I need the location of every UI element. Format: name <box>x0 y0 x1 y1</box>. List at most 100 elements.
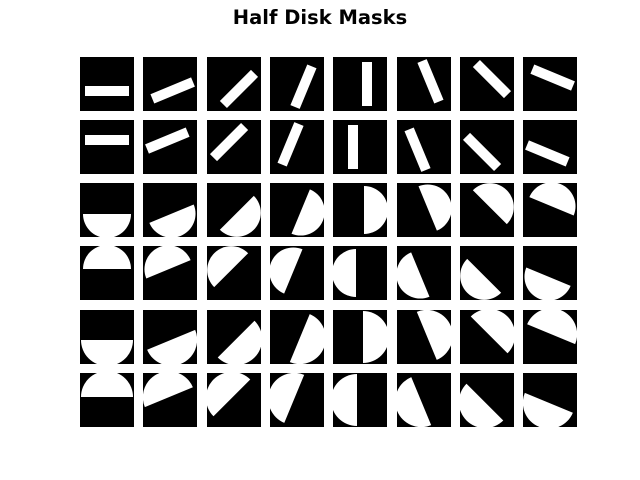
half-disk-mask <box>333 249 356 297</box>
half-disk-mask <box>472 59 512 99</box>
mask-cell-r1-c7 <box>460 57 514 111</box>
half-disk-mask <box>460 383 504 427</box>
mask-cell-r2-c6 <box>397 120 451 174</box>
half-disk-mask <box>416 310 451 360</box>
mask-cell-r5-c6 <box>397 310 451 364</box>
mask-cell-r3-c5 <box>333 183 387 237</box>
mask-cell-r5-c3 <box>207 310 261 364</box>
mask-cell-r5-c2 <box>143 310 197 364</box>
mask-cell-r3-c1 <box>80 183 134 237</box>
half-disk-mask <box>530 64 575 91</box>
mask-cell-r1-c3 <box>207 57 261 111</box>
mask-background <box>460 120 514 174</box>
half-disk-mask <box>527 310 577 345</box>
half-disk-mask <box>418 184 451 231</box>
mask-cell-r6-c5 <box>333 373 387 427</box>
mask-cell-r4-c2 <box>143 246 197 300</box>
mask-cell-r4-c7 <box>460 246 514 300</box>
half-disk-mask <box>417 59 444 104</box>
mask-cell-r2-c1 <box>80 120 134 174</box>
half-disk-mask <box>85 86 129 96</box>
mask-cell-r2-c4 <box>270 120 324 174</box>
half-disk-mask <box>81 373 133 397</box>
mask-cell-r4-c5 <box>333 246 387 300</box>
half-disk-mask <box>147 329 197 364</box>
half-disk-mask <box>150 77 195 104</box>
mask-cell-r4-c8 <box>523 246 577 300</box>
half-disk-mask <box>524 267 571 300</box>
half-disk-mask <box>219 69 259 109</box>
half-disk-mask <box>289 314 324 364</box>
half-disk-mask <box>397 377 432 427</box>
mask-cell-r2-c8 <box>523 120 577 174</box>
mask-cell-r2-c2 <box>143 120 197 174</box>
mask-cell-r1-c2 <box>143 57 197 111</box>
half-disk-mask <box>462 132 502 172</box>
half-disk-mask <box>207 246 249 288</box>
mask-cell-r1-c6 <box>397 57 451 111</box>
mask-background <box>80 57 134 111</box>
mask-cell-r6-c8 <box>523 373 577 427</box>
figure-title: Half Disk Masks <box>232 6 408 29</box>
half-disk-mask <box>144 246 191 279</box>
mask-cell-r4-c6 <box>397 246 451 300</box>
half-disk-mask <box>363 311 387 363</box>
half-disk-mask <box>362 62 372 106</box>
mask-cell-r4-c3 <box>207 246 261 300</box>
mask-cell-r3-c8 <box>523 183 577 237</box>
mask-cell-r3-c6 <box>397 183 451 237</box>
half-disk-mask <box>143 373 193 408</box>
mask-cell-r6-c4 <box>270 373 324 427</box>
half-disk-mask <box>83 214 131 237</box>
half-disk-mask <box>217 320 261 364</box>
mask-cell-r3-c4 <box>270 183 324 237</box>
half-disk-mask <box>348 125 358 169</box>
mask-cell-r4-c1 <box>80 246 134 300</box>
mask-cell-r4-c4 <box>270 246 324 300</box>
mask-background <box>333 120 387 174</box>
half-disk-mask <box>529 183 576 216</box>
mask-cell-r6-c7 <box>460 373 514 427</box>
mask-cell-r1-c1 <box>80 57 134 111</box>
half-disk-mask <box>270 247 303 294</box>
half-disk-mask <box>83 246 131 269</box>
mask-background <box>333 57 387 111</box>
mask-cell-r2-c5 <box>333 120 387 174</box>
mask-background <box>207 120 261 174</box>
half-disk-mask <box>460 258 502 300</box>
mask-cell-r5-c7 <box>460 310 514 364</box>
mask-cell-r2-c3 <box>207 120 261 174</box>
half-disk-mask <box>270 373 305 423</box>
half-disk-mask <box>472 183 514 225</box>
half-disk-mask <box>277 122 304 167</box>
mask-cell-r5-c5 <box>333 310 387 364</box>
mask-cell-r5-c4 <box>270 310 324 364</box>
half-disk-mask <box>81 340 133 364</box>
mask-cell-r6-c3 <box>207 373 261 427</box>
half-disk-mask <box>85 135 129 145</box>
half-disk-mask <box>404 127 431 172</box>
half-disk-mask <box>470 310 514 354</box>
mask-cell-r3-c3 <box>207 183 261 237</box>
half-disk-mask <box>525 140 570 167</box>
half-disk-mask <box>149 204 196 237</box>
mask-cell-r3-c7 <box>460 183 514 237</box>
mask-cell-r1-c5 <box>333 57 387 111</box>
half-disk-mask <box>523 392 573 427</box>
mask-background <box>80 120 134 174</box>
half-disk-mask <box>333 374 357 426</box>
half-disk-mask <box>219 195 261 237</box>
mask-cell-r3-c2 <box>143 183 197 237</box>
half-disk-mask <box>207 373 251 417</box>
half-disk-mask <box>290 64 317 109</box>
mask-cell-r1-c8 <box>523 57 577 111</box>
half-disk-mask <box>291 189 324 236</box>
mask-background <box>460 57 514 111</box>
mask-background <box>207 57 261 111</box>
mask-cell-r1-c4 <box>270 57 324 111</box>
mask-cell-r5-c1 <box>80 310 134 364</box>
mask-cell-r6-c1 <box>80 373 134 427</box>
half-disk-mask <box>397 252 430 299</box>
mask-cell-r5-c8 <box>523 310 577 364</box>
